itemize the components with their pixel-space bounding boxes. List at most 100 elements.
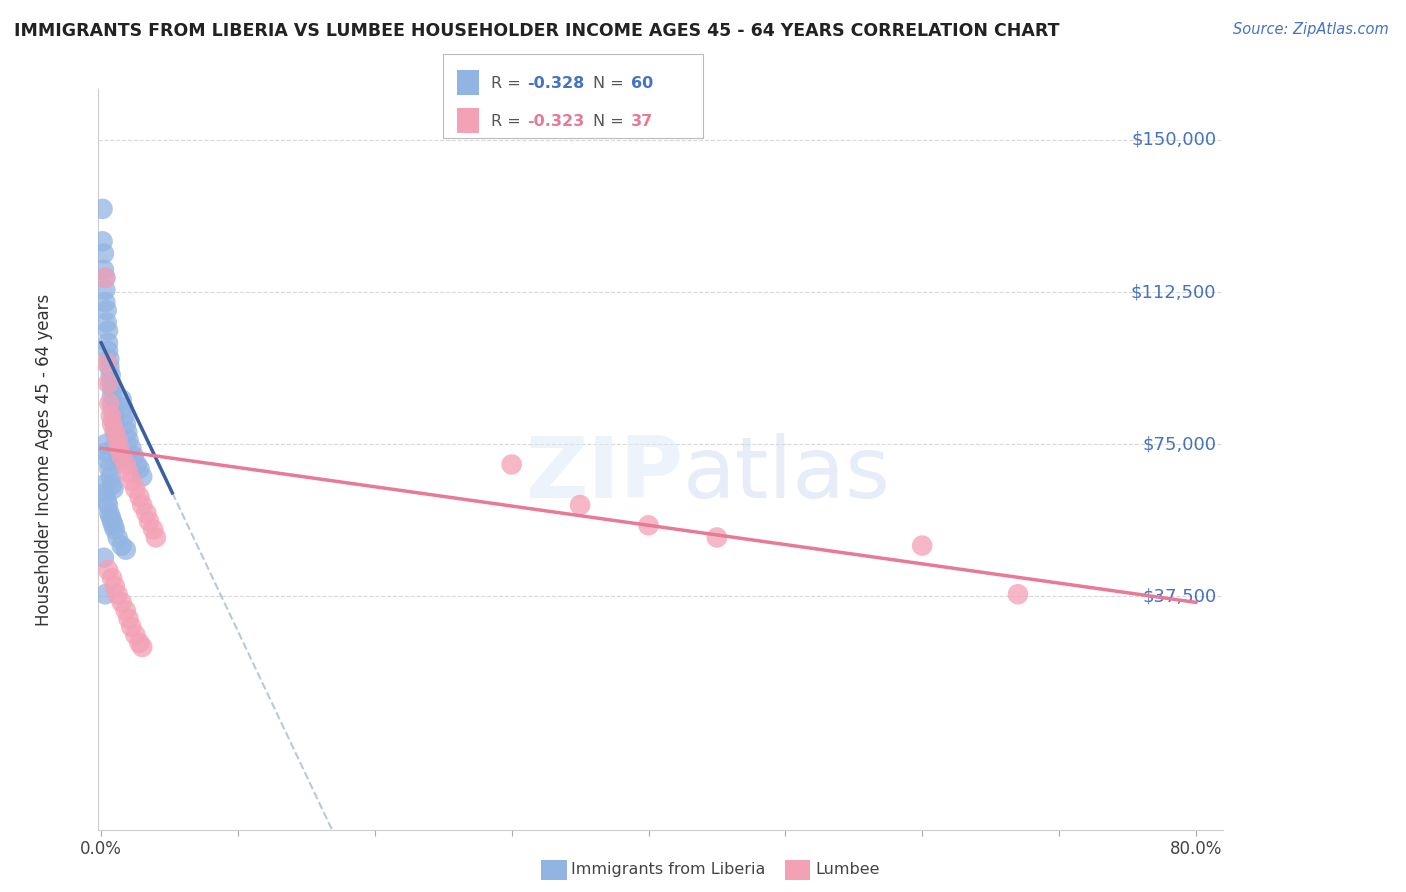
Point xyxy=(100,510,122,524)
Point xyxy=(101,477,124,491)
Point xyxy=(94,437,117,451)
Point xyxy=(110,453,132,467)
Text: $150,000: $150,000 xyxy=(1132,131,1216,149)
Point xyxy=(94,587,117,601)
Point xyxy=(107,587,129,601)
Point xyxy=(98,396,121,410)
Point xyxy=(104,579,127,593)
Text: R =: R = xyxy=(491,76,526,91)
Point xyxy=(111,595,134,609)
Point xyxy=(94,270,117,285)
Point xyxy=(117,612,139,626)
Point xyxy=(97,376,120,391)
Text: N =: N = xyxy=(593,76,630,91)
Point xyxy=(100,368,122,383)
Text: IMMIGRANTS FROM LIBERIA VS LUMBEE HOUSEHOLDER INCOME AGES 45 - 64 YEARS CORRELAT: IMMIGRANTS FROM LIBERIA VS LUMBEE HOUSEH… xyxy=(14,22,1060,40)
Point xyxy=(103,405,125,419)
Point xyxy=(100,376,122,391)
Point xyxy=(108,450,131,464)
Point xyxy=(128,490,150,504)
Point xyxy=(112,409,135,423)
Text: 37: 37 xyxy=(631,114,654,128)
Point xyxy=(96,303,118,318)
Point xyxy=(911,539,934,553)
Point xyxy=(101,514,124,528)
Point xyxy=(97,498,120,512)
Point xyxy=(96,494,118,508)
Point xyxy=(125,458,148,472)
Text: Lumbee: Lumbee xyxy=(815,863,880,877)
Point xyxy=(103,413,125,427)
Point xyxy=(569,498,592,512)
Point xyxy=(94,270,117,285)
Point xyxy=(120,441,142,455)
Point xyxy=(101,388,124,402)
Point xyxy=(101,396,124,410)
Point xyxy=(120,474,142,488)
Point xyxy=(120,620,142,634)
Point xyxy=(104,417,127,431)
Point xyxy=(117,466,139,480)
Point xyxy=(97,563,120,577)
Point xyxy=(111,539,134,553)
Point xyxy=(104,425,127,439)
Point xyxy=(101,571,124,585)
Point xyxy=(100,409,122,423)
Point xyxy=(96,445,118,459)
Point xyxy=(501,458,523,472)
Point xyxy=(114,417,136,431)
Point xyxy=(114,603,136,617)
Point xyxy=(124,628,146,642)
Point xyxy=(105,437,128,451)
Text: ZIP: ZIP xyxy=(526,433,683,516)
Point xyxy=(138,514,160,528)
Point xyxy=(91,235,114,249)
Point xyxy=(97,335,120,350)
Point xyxy=(105,429,128,443)
Text: -0.328: -0.328 xyxy=(527,76,585,91)
Text: $75,000: $75,000 xyxy=(1143,435,1216,453)
Point xyxy=(131,469,153,483)
Text: Immigrants from Liberia: Immigrants from Liberia xyxy=(571,863,765,877)
Point xyxy=(93,477,115,491)
Point xyxy=(122,450,145,464)
Point xyxy=(98,351,121,366)
Point xyxy=(114,542,136,557)
Point xyxy=(104,522,127,536)
Point xyxy=(637,518,659,533)
Text: $112,500: $112,500 xyxy=(1130,283,1216,301)
Point xyxy=(107,441,129,455)
Point xyxy=(124,482,146,496)
Point xyxy=(94,283,117,297)
Text: N =: N = xyxy=(593,114,630,128)
Point xyxy=(98,506,121,520)
Text: $37,500: $37,500 xyxy=(1142,587,1216,606)
Point xyxy=(101,417,124,431)
Point xyxy=(111,450,134,464)
Point xyxy=(100,469,122,483)
Point xyxy=(131,640,153,654)
Point xyxy=(93,246,115,260)
Point xyxy=(104,425,127,439)
Point xyxy=(135,506,157,520)
Point xyxy=(117,433,139,447)
Point xyxy=(142,522,165,536)
Point xyxy=(96,316,118,330)
Point xyxy=(97,324,120,338)
Point xyxy=(98,360,121,375)
Point xyxy=(128,636,150,650)
Point xyxy=(94,295,117,310)
Point xyxy=(108,441,131,455)
Point xyxy=(93,550,115,565)
Text: -0.323: -0.323 xyxy=(527,114,585,128)
Text: 60: 60 xyxy=(631,76,654,91)
Point xyxy=(111,392,134,407)
Point xyxy=(145,531,167,545)
Point xyxy=(103,518,125,533)
Point xyxy=(115,425,138,439)
Point xyxy=(706,531,728,545)
Text: atlas: atlas xyxy=(683,433,891,516)
Point xyxy=(107,433,129,447)
Point xyxy=(131,498,153,512)
Text: Source: ZipAtlas.com: Source: ZipAtlas.com xyxy=(1233,22,1389,37)
